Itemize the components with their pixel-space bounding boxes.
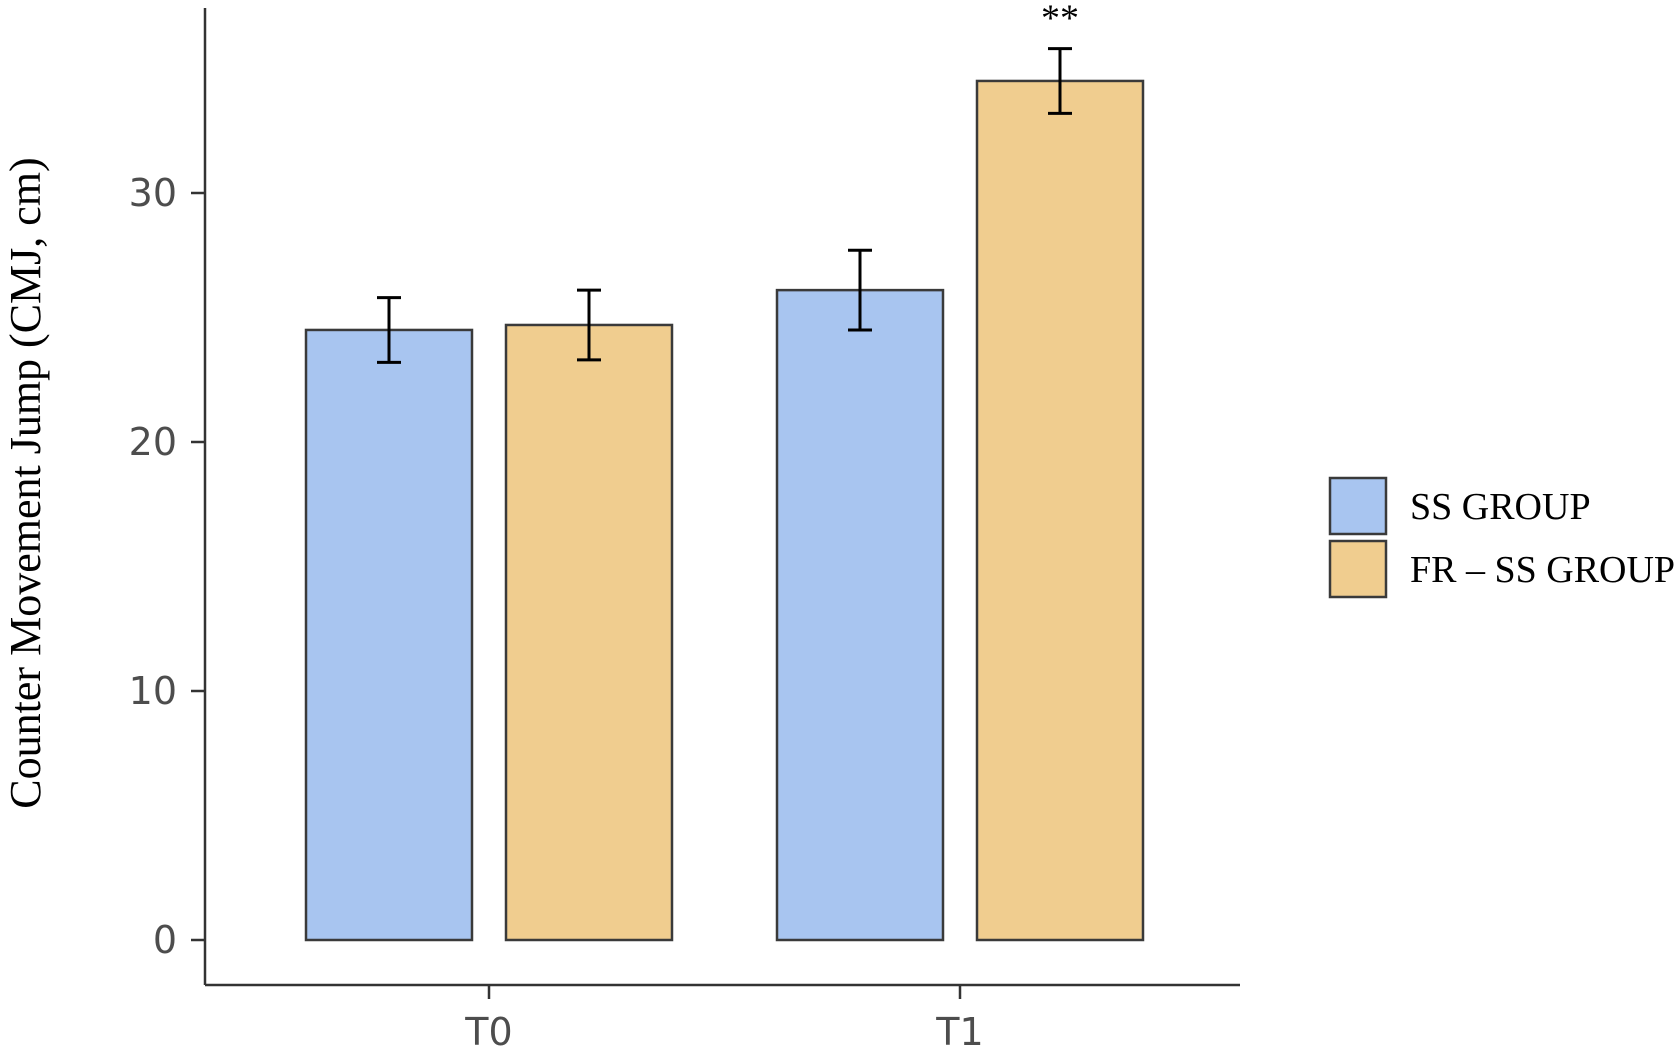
y-tick-label: 30 — [129, 171, 177, 215]
legend-label: SS GROUP — [1410, 486, 1591, 528]
legend-swatch — [1328, 476, 1388, 536]
bar — [304, 328, 474, 942]
axes: 0 10 20 30 T0 T1 — [129, 8, 1240, 1054]
legend: SS GROUP FR – SS GROUP — [1328, 476, 1675, 599]
error-bars — [377, 47, 1072, 364]
bars — [304, 79, 1145, 942]
y-tick-label: 0 — [153, 918, 177, 962]
legend-swatch — [1328, 539, 1388, 599]
x-tick-label: T1 — [935, 1010, 983, 1054]
x-tick-label: T0 — [464, 1010, 512, 1054]
y-axis-title: Counter Movement Jump (CMJ, cm) — [1, 157, 50, 808]
y-tick-label: 20 — [129, 420, 177, 464]
bar — [504, 323, 674, 942]
bar — [975, 79, 1145, 942]
annotations: ** — [1041, 0, 1079, 40]
bar — [775, 288, 945, 942]
y-tick-label: 10 — [129, 669, 177, 713]
legend-label: FR – SS GROUP — [1410, 549, 1675, 591]
significance-annotation: ** — [1041, 0, 1079, 40]
